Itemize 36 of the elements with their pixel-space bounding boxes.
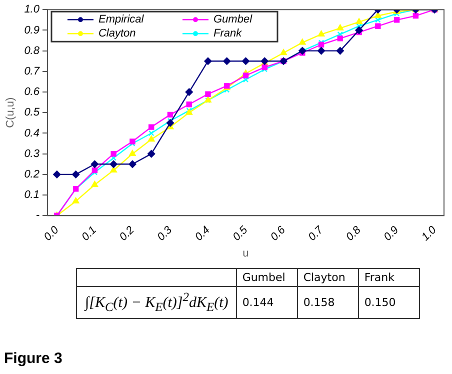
y-tick-label: 0.9: [24, 24, 40, 36]
x-tick-label: 1.0: [420, 224, 440, 244]
y-tick-label: 0.8: [24, 44, 40, 57]
x-tick-label: 0.7: [306, 224, 326, 244]
x-tick-label: 0.0: [42, 224, 62, 244]
caption: Figure 3: [4, 350, 62, 367]
y-tick-label: 0.6: [24, 86, 40, 98]
x-axis-title: u: [242, 247, 249, 260]
x-tick-label: 0.4: [192, 224, 212, 244]
legend-label: Gumbel: [213, 14, 253, 26]
y-tick-label: 0.5: [24, 106, 40, 119]
text: Clayton: [298, 268, 359, 286]
x-tick-label: 0.9: [382, 224, 402, 244]
text: 0.144: [236, 286, 298, 318]
x-tick-label: 0.8: [344, 224, 364, 244]
y-tick-label: 1.0: [24, 4, 40, 16]
legend-label: Frank: [213, 28, 242, 40]
text: 0.158: [298, 286, 359, 318]
y-tick-label: 0.2: [24, 168, 40, 181]
text: Frank: [358, 268, 420, 286]
x-tick-label: 0.5: [230, 224, 251, 244]
text: 0.150: [358, 286, 420, 318]
y-tick-label: 0.4: [24, 127, 40, 140]
text: ∫[K$_{C}$(t) − K$_{E}$(t)]$^{2}$dK$_{E}$(t): [85, 290, 228, 314]
x-tick-label: 0.6: [268, 224, 288, 244]
x-tick-label: 0.1: [80, 224, 99, 244]
x-tick-label: 0.2: [117, 224, 137, 244]
y-tick-label: -: [36, 210, 40, 222]
x-tick-label: 0.3: [155, 224, 176, 244]
legend-label: Empirical: [98, 14, 144, 26]
y-tick-label: 0.1: [24, 189, 40, 202]
y-tick-label: 0.7: [24, 65, 40, 78]
text: Gumbel: [236, 268, 298, 286]
legend-label: Clayton: [98, 28, 136, 40]
y-tick-label: 0.3: [24, 148, 40, 160]
y-axis-title: C(u,u): [4, 97, 17, 128]
